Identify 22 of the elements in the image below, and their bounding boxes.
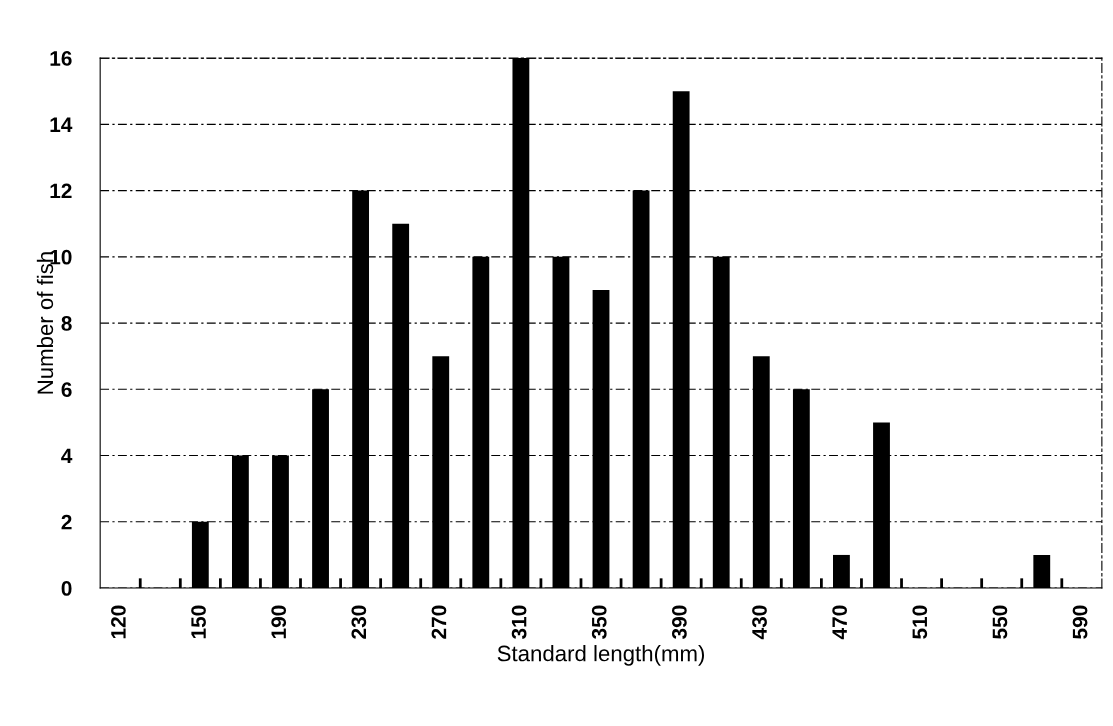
x-tick-label: 190 (271, 605, 287, 639)
x-tick-label: 350 (591, 605, 607, 639)
x-tick-label: 470 (832, 605, 848, 640)
x-tick-label: 230 (351, 605, 367, 639)
x-tick-label: 430 (752, 605, 767, 640)
y-tick-label: 16 (50, 51, 72, 66)
x-tick-label: 510 (912, 605, 928, 639)
y-tick-label: 2 (61, 514, 72, 530)
x-tick-label: 270 (431, 605, 447, 639)
x-tick-label: 590 (1072, 605, 1088, 639)
y-tick-label: 4 (61, 448, 73, 464)
y-tick-label: 8 (61, 316, 72, 331)
y-tick-label: 0 (61, 581, 72, 596)
x-tick-label: 120 (111, 605, 126, 639)
x-tick-label: 550 (992, 605, 1008, 639)
y-tick-label: 6 (61, 382, 72, 398)
y-tick-label: 12 (50, 183, 72, 199)
x-tick-label: 150 (191, 605, 206, 639)
x-axis-title: Standard length(mm) (497, 645, 705, 666)
x-tick-label: 390 (672, 605, 687, 639)
x-tick-label: 310 (511, 605, 527, 639)
y-tick-label: 14 (50, 117, 73, 132)
